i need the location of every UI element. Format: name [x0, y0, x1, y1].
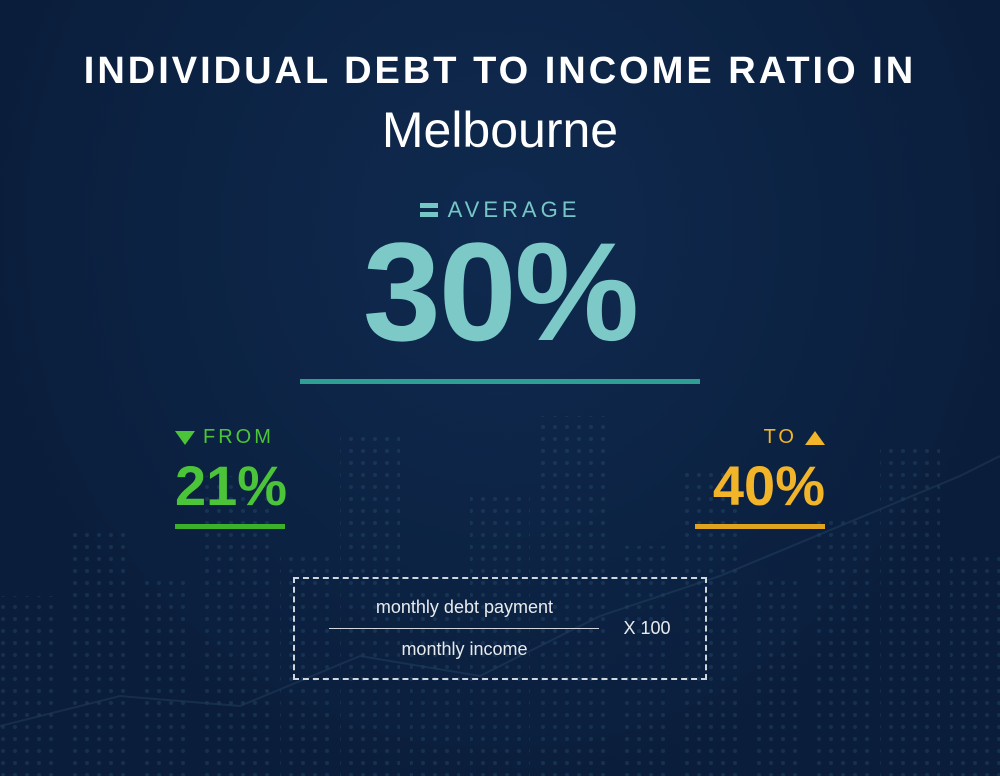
- to-underline: [695, 524, 825, 529]
- triangle-up-icon: [805, 431, 825, 445]
- formula-box: monthly debt payment monthly income X 10…: [293, 577, 706, 680]
- formula-fraction: monthly debt payment monthly income: [329, 597, 599, 660]
- to-block: TO 40%: [695, 426, 825, 529]
- content: INDIVIDUAL DEBT TO INCOME RATIO IN Melbo…: [0, 0, 1000, 776]
- formula-denominator: monthly income: [401, 639, 527, 660]
- from-underline: [175, 524, 285, 529]
- to-label: TO: [764, 426, 797, 449]
- average-value: 30%: [0, 211, 1000, 373]
- from-value: 21%: [175, 453, 287, 518]
- from-label-row: FROM: [175, 426, 287, 449]
- triangle-down-icon: [175, 431, 195, 445]
- average-section: AVERAGE 30%: [0, 197, 1000, 384]
- to-value: 40%: [695, 453, 825, 518]
- title-line2: Melbourne: [0, 101, 1000, 159]
- average-underline: [300, 379, 700, 384]
- title-line1: INDIVIDUAL DEBT TO INCOME RATIO IN: [0, 50, 1000, 93]
- formula-multiplier: X 100: [623, 618, 670, 639]
- to-label-row: TO: [695, 426, 825, 449]
- range-row: FROM 21% TO 40%: [0, 426, 1000, 529]
- from-block: FROM 21%: [175, 426, 287, 529]
- formula-numerator: monthly debt payment: [376, 597, 553, 618]
- from-label: FROM: [203, 426, 274, 449]
- fraction-line: [329, 628, 599, 629]
